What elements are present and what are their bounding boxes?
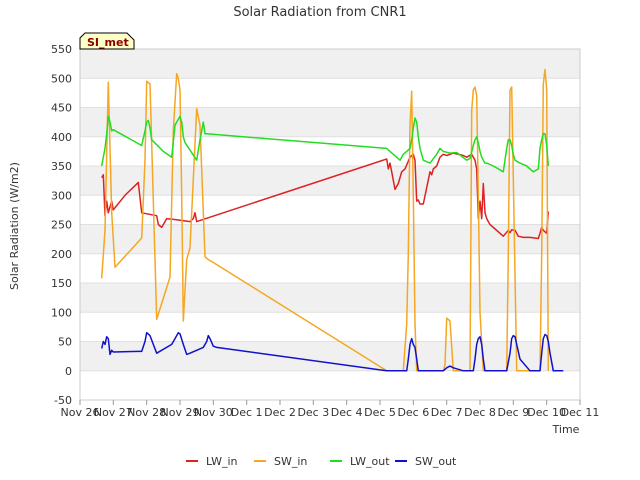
series-lines	[100, 68, 564, 372]
x-tick-label: Dec 9	[497, 406, 529, 419]
x-tick-label: Dec 5	[364, 406, 396, 419]
y-tick-label: 450	[51, 102, 72, 115]
badge-box	[79, 32, 135, 50]
grid-lines	[80, 48, 580, 401]
y-tick-label: 0	[65, 365, 72, 378]
x-tick-label: Nov 28	[127, 406, 166, 419]
x-tick-label: Dec 6	[397, 406, 429, 419]
y-tick-label: 550	[51, 43, 72, 56]
x-tick-label: Dec 1	[231, 406, 263, 419]
legend: LW_in SW_in LW_out SW_out	[186, 455, 457, 468]
x-tick-label: Nov 27	[94, 406, 133, 419]
chart-title: Solar Radiation from CNR1	[233, 5, 406, 20]
y-tick-label: 500	[51, 72, 72, 85]
x-tick-label: Dec 11	[561, 406, 600, 419]
grid-band	[80, 341, 580, 371]
y-tick-label: 150	[51, 277, 72, 290]
x-tick-label: Dec 10	[527, 406, 566, 419]
plot-border	[79, 48, 581, 401]
grid-band	[80, 283, 580, 313]
legend-label: LW_out	[350, 455, 390, 468]
x-tick-label: Dec 3	[297, 406, 329, 419]
x-tick-label: Dec 2	[264, 406, 296, 419]
x-tick-label: Nov 30	[194, 406, 233, 419]
x-tick-label: Dec 8	[464, 406, 496, 419]
grid-band	[80, 166, 580, 196]
grid-bands	[80, 49, 580, 371]
badge: SI_met	[79, 32, 135, 50]
y-axis-ticks: -50 0 50 100 150 200 250 300 350 400 450 500 550	[51, 43, 72, 407]
x-tick-label: Nov 26	[61, 406, 100, 419]
y-tick-label: 300	[51, 189, 72, 202]
y-tick-label: -50	[54, 394, 72, 407]
series-line-sw-out	[100, 331, 564, 372]
y-tick-label: 250	[51, 219, 72, 232]
legend-label: SW_in	[274, 455, 307, 468]
legend-label: LW_in	[206, 455, 238, 468]
grid-band	[80, 107, 580, 137]
y-tick-label: 200	[51, 248, 72, 261]
x-axis-label: Time	[552, 423, 580, 436]
x-tick-label: Nov 29	[161, 406, 200, 419]
x-tick-label: Dec 7	[431, 406, 463, 419]
x-tick-label: Dec 4	[331, 406, 363, 419]
y-tick-label: 100	[51, 306, 72, 319]
y-tick-label: 350	[51, 160, 72, 173]
y-tick-label: 50	[58, 336, 72, 349]
series-line-lw-out	[100, 115, 550, 173]
legend-label: SW_out	[415, 455, 457, 468]
badge-label: SI_met	[87, 36, 129, 49]
grid-band	[80, 49, 580, 79]
y-axis-label: Solar Radiation (W/m2)	[8, 162, 21, 290]
y-tick-label: 400	[51, 131, 72, 144]
